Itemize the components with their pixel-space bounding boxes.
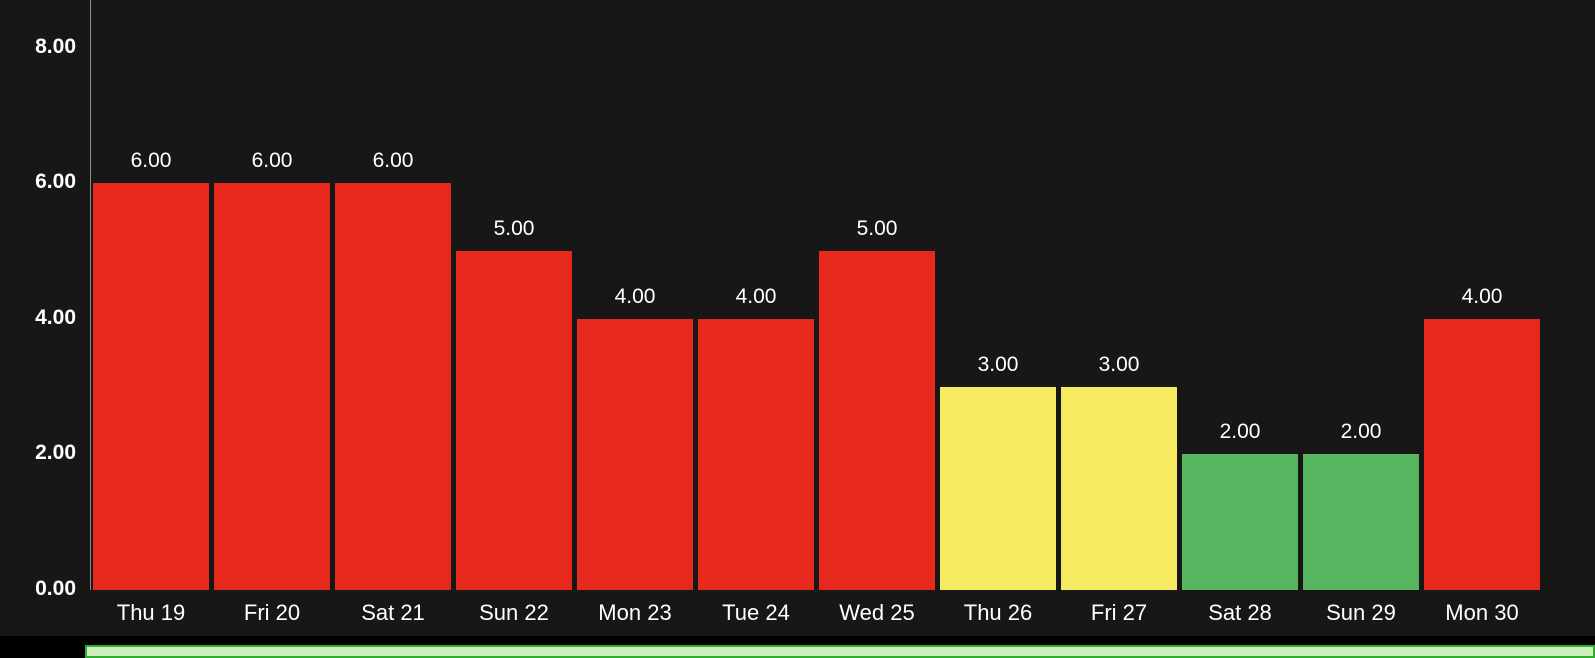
x-axis-label: Wed 25 xyxy=(839,600,915,625)
bar-value-label: 4.00 xyxy=(614,284,656,308)
bar-value-label: 3.00 xyxy=(1098,352,1140,376)
bar[interactable] xyxy=(1061,386,1177,590)
bar[interactable] xyxy=(335,183,451,590)
y-axis-line xyxy=(90,0,91,590)
y-tick-label: 0.00 xyxy=(35,577,76,600)
bar-value-label: 6.00 xyxy=(251,149,293,173)
bar[interactable] xyxy=(1424,318,1540,590)
bar-value-label: 4.00 xyxy=(1461,284,1503,308)
bottom-band xyxy=(0,636,1595,658)
y-tick-label: 4.00 xyxy=(35,305,76,329)
bar[interactable] xyxy=(93,183,209,590)
bar[interactable] xyxy=(1303,454,1419,590)
bar[interactable] xyxy=(940,386,1056,590)
bar[interactable] xyxy=(577,318,693,590)
bar[interactable] xyxy=(698,318,814,590)
y-tick-label: 2.00 xyxy=(35,441,76,465)
bar[interactable] xyxy=(819,251,935,590)
bar[interactable] xyxy=(456,251,572,590)
scrollbar-strip[interactable] xyxy=(85,645,1595,658)
bar-value-label: 6.00 xyxy=(372,149,414,173)
x-axis-label: Mon 30 xyxy=(1445,600,1519,625)
bar[interactable] xyxy=(214,183,330,590)
y-tick-label: 8.00 xyxy=(35,34,76,58)
x-axis-label: Sun 29 xyxy=(1326,600,1396,625)
x-axis-label: Thu 19 xyxy=(116,600,186,625)
bar-value-label: 2.00 xyxy=(1219,420,1261,444)
bar-value-label: 5.00 xyxy=(493,217,535,240)
bar-value-label: 6.00 xyxy=(130,149,172,173)
y-axis: 8.00 6.00 4.00 2.00 0.00 xyxy=(0,0,84,600)
x-axis-label: Mon 23 xyxy=(598,600,672,625)
x-axis-label: Sun 22 xyxy=(479,600,549,625)
bar-value-label: 4.00 xyxy=(735,284,777,308)
plot-area: 6.00 Thu 19 6.00 Fri 20 6.00 Sat 21 5.00 Sun 22… xyxy=(90,0,1595,658)
x-axis-label: Sat 21 xyxy=(361,600,425,625)
bar[interactable] xyxy=(1182,454,1298,590)
x-axis-label: Thu 26 xyxy=(963,600,1033,625)
x-axis-label: Fri 27 xyxy=(1090,600,1148,625)
x-axis-label: Tue 24 xyxy=(722,600,790,625)
bar-value-label: 2.00 xyxy=(1340,420,1382,444)
bar-value-label: 5.00 xyxy=(856,217,898,240)
x-axis-label: Sat 28 xyxy=(1208,600,1272,625)
x-axis-label: Fri 20 xyxy=(243,600,301,625)
y-tick-label: 6.00 xyxy=(35,170,76,194)
bar-value-label: 3.00 xyxy=(977,352,1019,376)
